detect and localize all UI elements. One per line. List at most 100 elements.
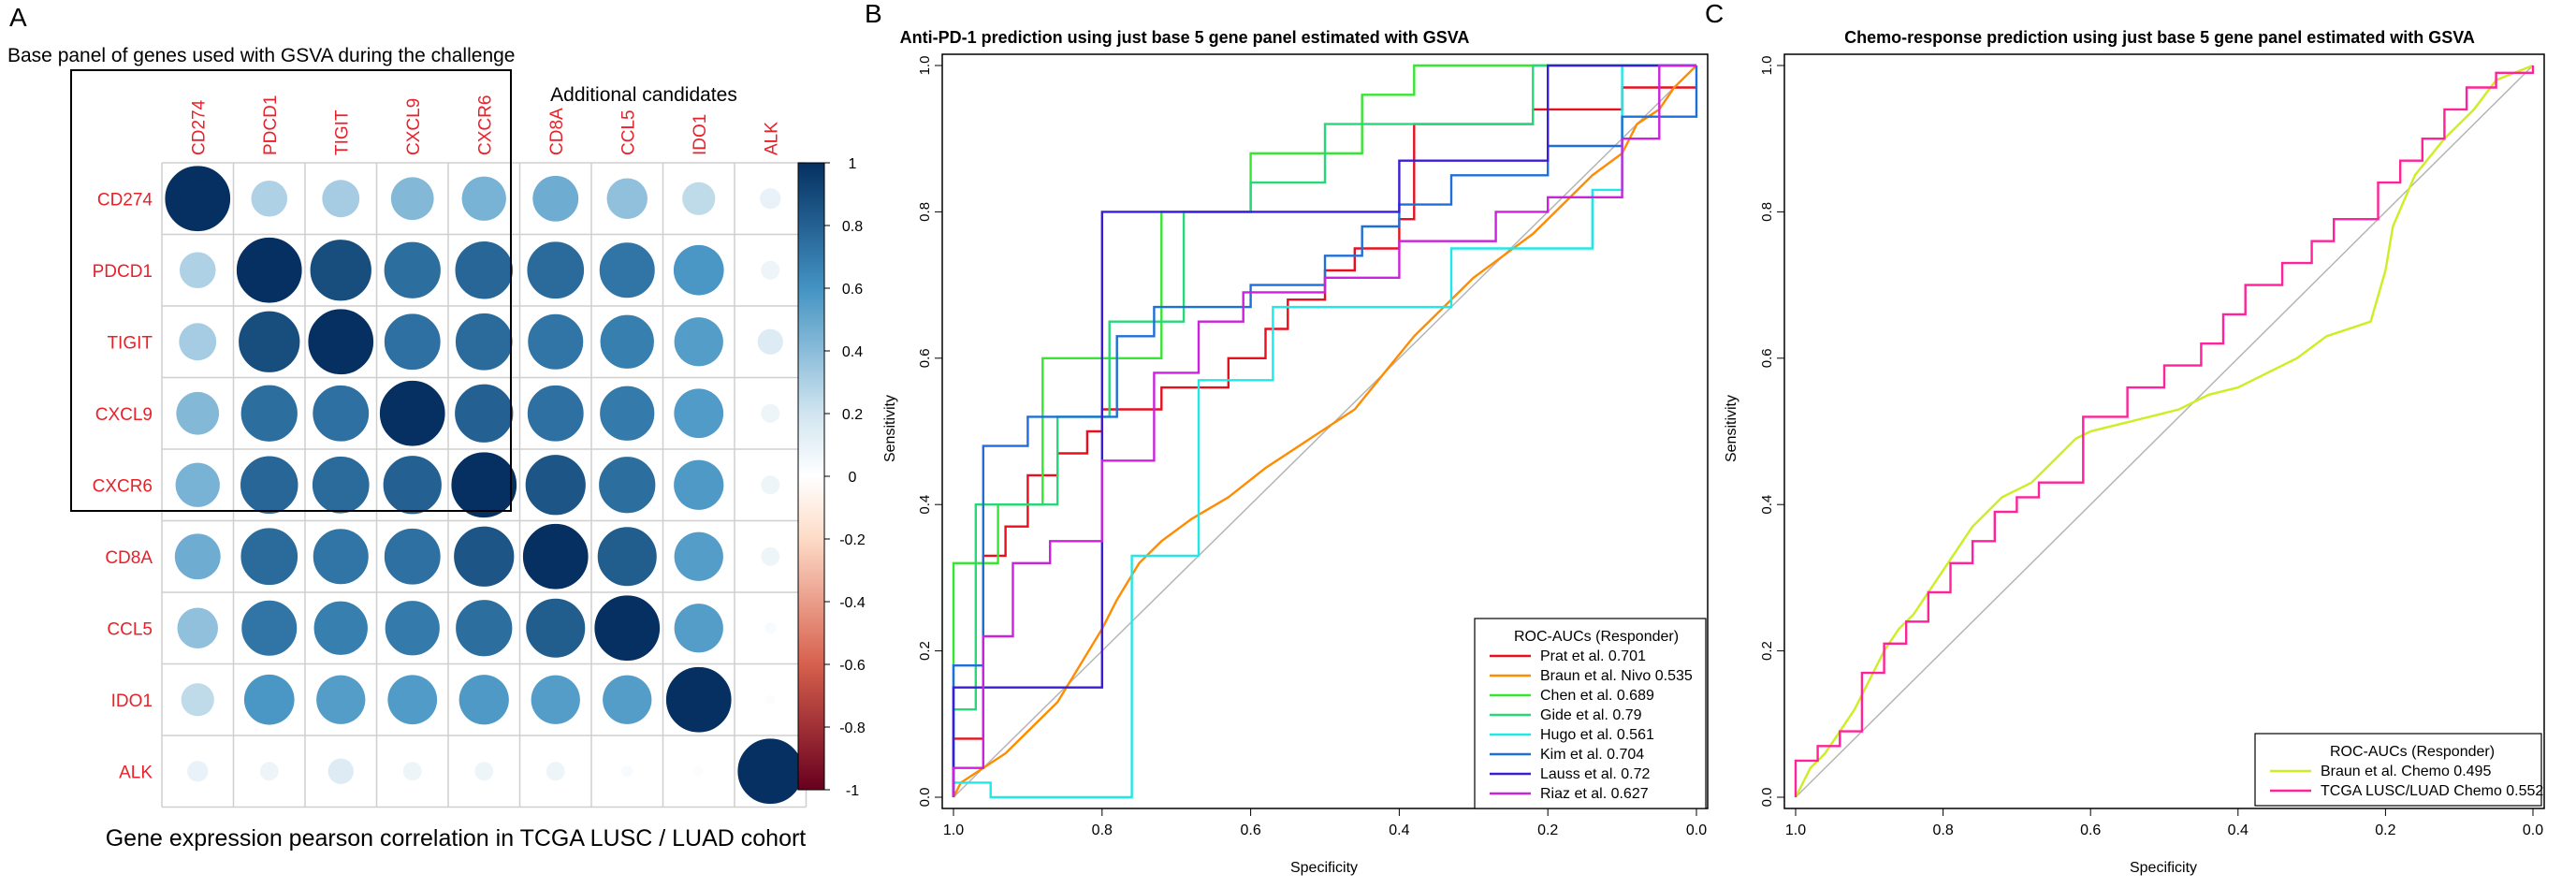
colorbar-tick-label: 0.8 <box>842 219 863 235</box>
panel-a: A Base panel of genes used with GSVA dur… <box>7 3 866 852</box>
correlation-circle <box>546 762 565 781</box>
b-y-tick-label: 0.2 <box>917 641 933 661</box>
panel-c-ylabel: Sensitivity <box>1724 395 1739 462</box>
row-label: PDCD1 <box>93 262 153 282</box>
row-label: IDO1 <box>111 691 153 711</box>
c-legend-title: ROC-AUCs (Responder) <box>2330 744 2495 760</box>
b-legend-entry: Chen et al. 0.689 <box>1540 688 1654 704</box>
correlation-circle <box>322 180 360 218</box>
correlation-circle <box>312 456 371 515</box>
correlation-circle <box>525 597 587 659</box>
correlation-circle <box>240 527 298 586</box>
correlation-circle <box>757 328 783 355</box>
correlation-circle <box>674 604 723 653</box>
column-label: CD8A <box>547 108 567 155</box>
correlation-circle <box>673 244 724 296</box>
correlation-circle <box>674 459 724 510</box>
correlation-circle <box>532 175 579 222</box>
b-diagonal <box>953 65 1697 798</box>
correlation-circle <box>674 388 724 439</box>
correlation-circle <box>621 765 633 778</box>
correlation-circle <box>313 600 369 656</box>
correlation-circle <box>761 260 780 280</box>
row-label: CXCR6 <box>93 476 153 496</box>
correlation-circle <box>454 240 514 300</box>
heatmap-caption: Gene expression pearson correlation in T… <box>106 825 807 852</box>
correlation-circle <box>181 683 214 717</box>
colorbar-tick-label: -0.6 <box>839 658 866 674</box>
b-y-tick-label: 0.0 <box>917 788 933 808</box>
roc-plot-c: 1.0 0.8 0.6 0.4 0.2 0.0 0.0 0.2 0.4 0.6 0.8 1.0 ROC-… <box>1759 53 2545 838</box>
c-x-tick-label: 0.2 <box>2375 822 2395 838</box>
correlation-heatmap: CD274 CD274 PDCD1 PDCD1 TIGIT TIGIT CXCL9 CXCL9… <box>93 95 808 808</box>
b-x-tick-label: 0.0 <box>1686 822 1707 838</box>
correlation-circle <box>461 176 506 221</box>
correlation-circle <box>384 600 441 657</box>
panel-b-title: Anti-PD-1 prediction using just base 5 g… <box>900 28 1470 47</box>
panel-b-letter: B <box>865 0 882 28</box>
correlation-circle <box>309 239 372 302</box>
correlation-circle <box>458 675 509 725</box>
panel-c-letter: C <box>1705 0 1724 28</box>
b-x-tick-label: 0.8 <box>1092 822 1113 838</box>
correlation-circle <box>598 241 656 299</box>
c-y-tick-label: 1.0 <box>1759 56 1775 76</box>
c-y-tick-label: 0.2 <box>1759 641 1775 661</box>
colorbar-tick-label: 0.2 <box>842 407 863 423</box>
panel-a-letter: A <box>9 3 27 32</box>
additional-candidates-label: Additional candidates <box>550 84 737 106</box>
colorbar-tick-label: 0.4 <box>842 344 863 360</box>
correlation-circle <box>238 310 301 373</box>
correlation-circle <box>599 385 656 442</box>
correlation-circle <box>312 528 370 586</box>
correlation-circle <box>179 252 216 289</box>
b-x-tick-label: 0.4 <box>1389 822 1409 838</box>
correlation-circle <box>236 237 303 304</box>
correlation-circle <box>243 674 295 725</box>
c-x-tick-label: 0.6 <box>2080 822 2101 838</box>
panel-b-ylabel: Sensitivity <box>882 395 898 462</box>
b-legend-entry: Kim et al. 0.704 <box>1540 747 1644 763</box>
correlation-circle <box>174 533 221 580</box>
correlation-circle <box>693 766 704 777</box>
b-legend-entry: Riaz et al. 0.627 <box>1540 786 1649 802</box>
b-roc-curve <box>952 64 1696 797</box>
correlation-circle <box>453 525 516 588</box>
correlation-circle <box>454 383 515 444</box>
b-roc-curve <box>952 65 1697 798</box>
column-label: TIGIT <box>332 109 352 155</box>
c-y-tick-label: 0.4 <box>1759 495 1775 515</box>
b-legend-entry: Braun et al. Nivo 0.535 <box>1540 668 1693 684</box>
c-roc-curve <box>1794 66 2535 797</box>
row-label: TIGIT <box>107 333 153 353</box>
b-legend: ROC-AUCs (Responder) Prat et al. 0.701 Bra… <box>1474 618 1707 809</box>
correlation-circle <box>240 384 298 443</box>
c-plot-frame <box>1783 53 2545 809</box>
column-label: CXCR6 <box>475 95 495 155</box>
correlation-circle <box>761 546 780 566</box>
colorbar-tick-label: -0.2 <box>839 532 866 548</box>
correlation-circle <box>682 182 716 215</box>
roc-plot-b: 1.0 0.8 0.6 0.4 0.2 0.0 0.0 0.2 0.4 0.6 0.8 1.0 ROC-… <box>917 53 1709 838</box>
correlation-circle <box>379 380 446 447</box>
correlation-circle <box>176 391 220 435</box>
b-legend-entry: Prat et al. 0.701 <box>1540 648 1646 664</box>
correlation-circle <box>312 385 370 443</box>
correlation-circle <box>455 313 514 371</box>
correlation-circle <box>384 313 442 371</box>
correlation-circle <box>251 180 288 217</box>
correlation-circle <box>240 455 299 515</box>
b-legend-entry: Hugo et al. 0.561 <box>1540 727 1654 743</box>
b-roc-curve <box>952 64 1696 799</box>
b-y-tick-label: 0.6 <box>917 348 933 368</box>
panel-b: B Anti-PD-1 prediction using just base 5… <box>865 0 1709 876</box>
correlation-circle <box>384 528 442 586</box>
correlation-circle <box>598 456 657 515</box>
correlation-circle <box>259 762 279 781</box>
correlation-circle <box>474 762 494 781</box>
correlation-circle <box>240 599 298 657</box>
correlation-circle <box>736 737 804 805</box>
correlation-circle <box>402 762 422 781</box>
column-label: CD274 <box>189 99 209 155</box>
